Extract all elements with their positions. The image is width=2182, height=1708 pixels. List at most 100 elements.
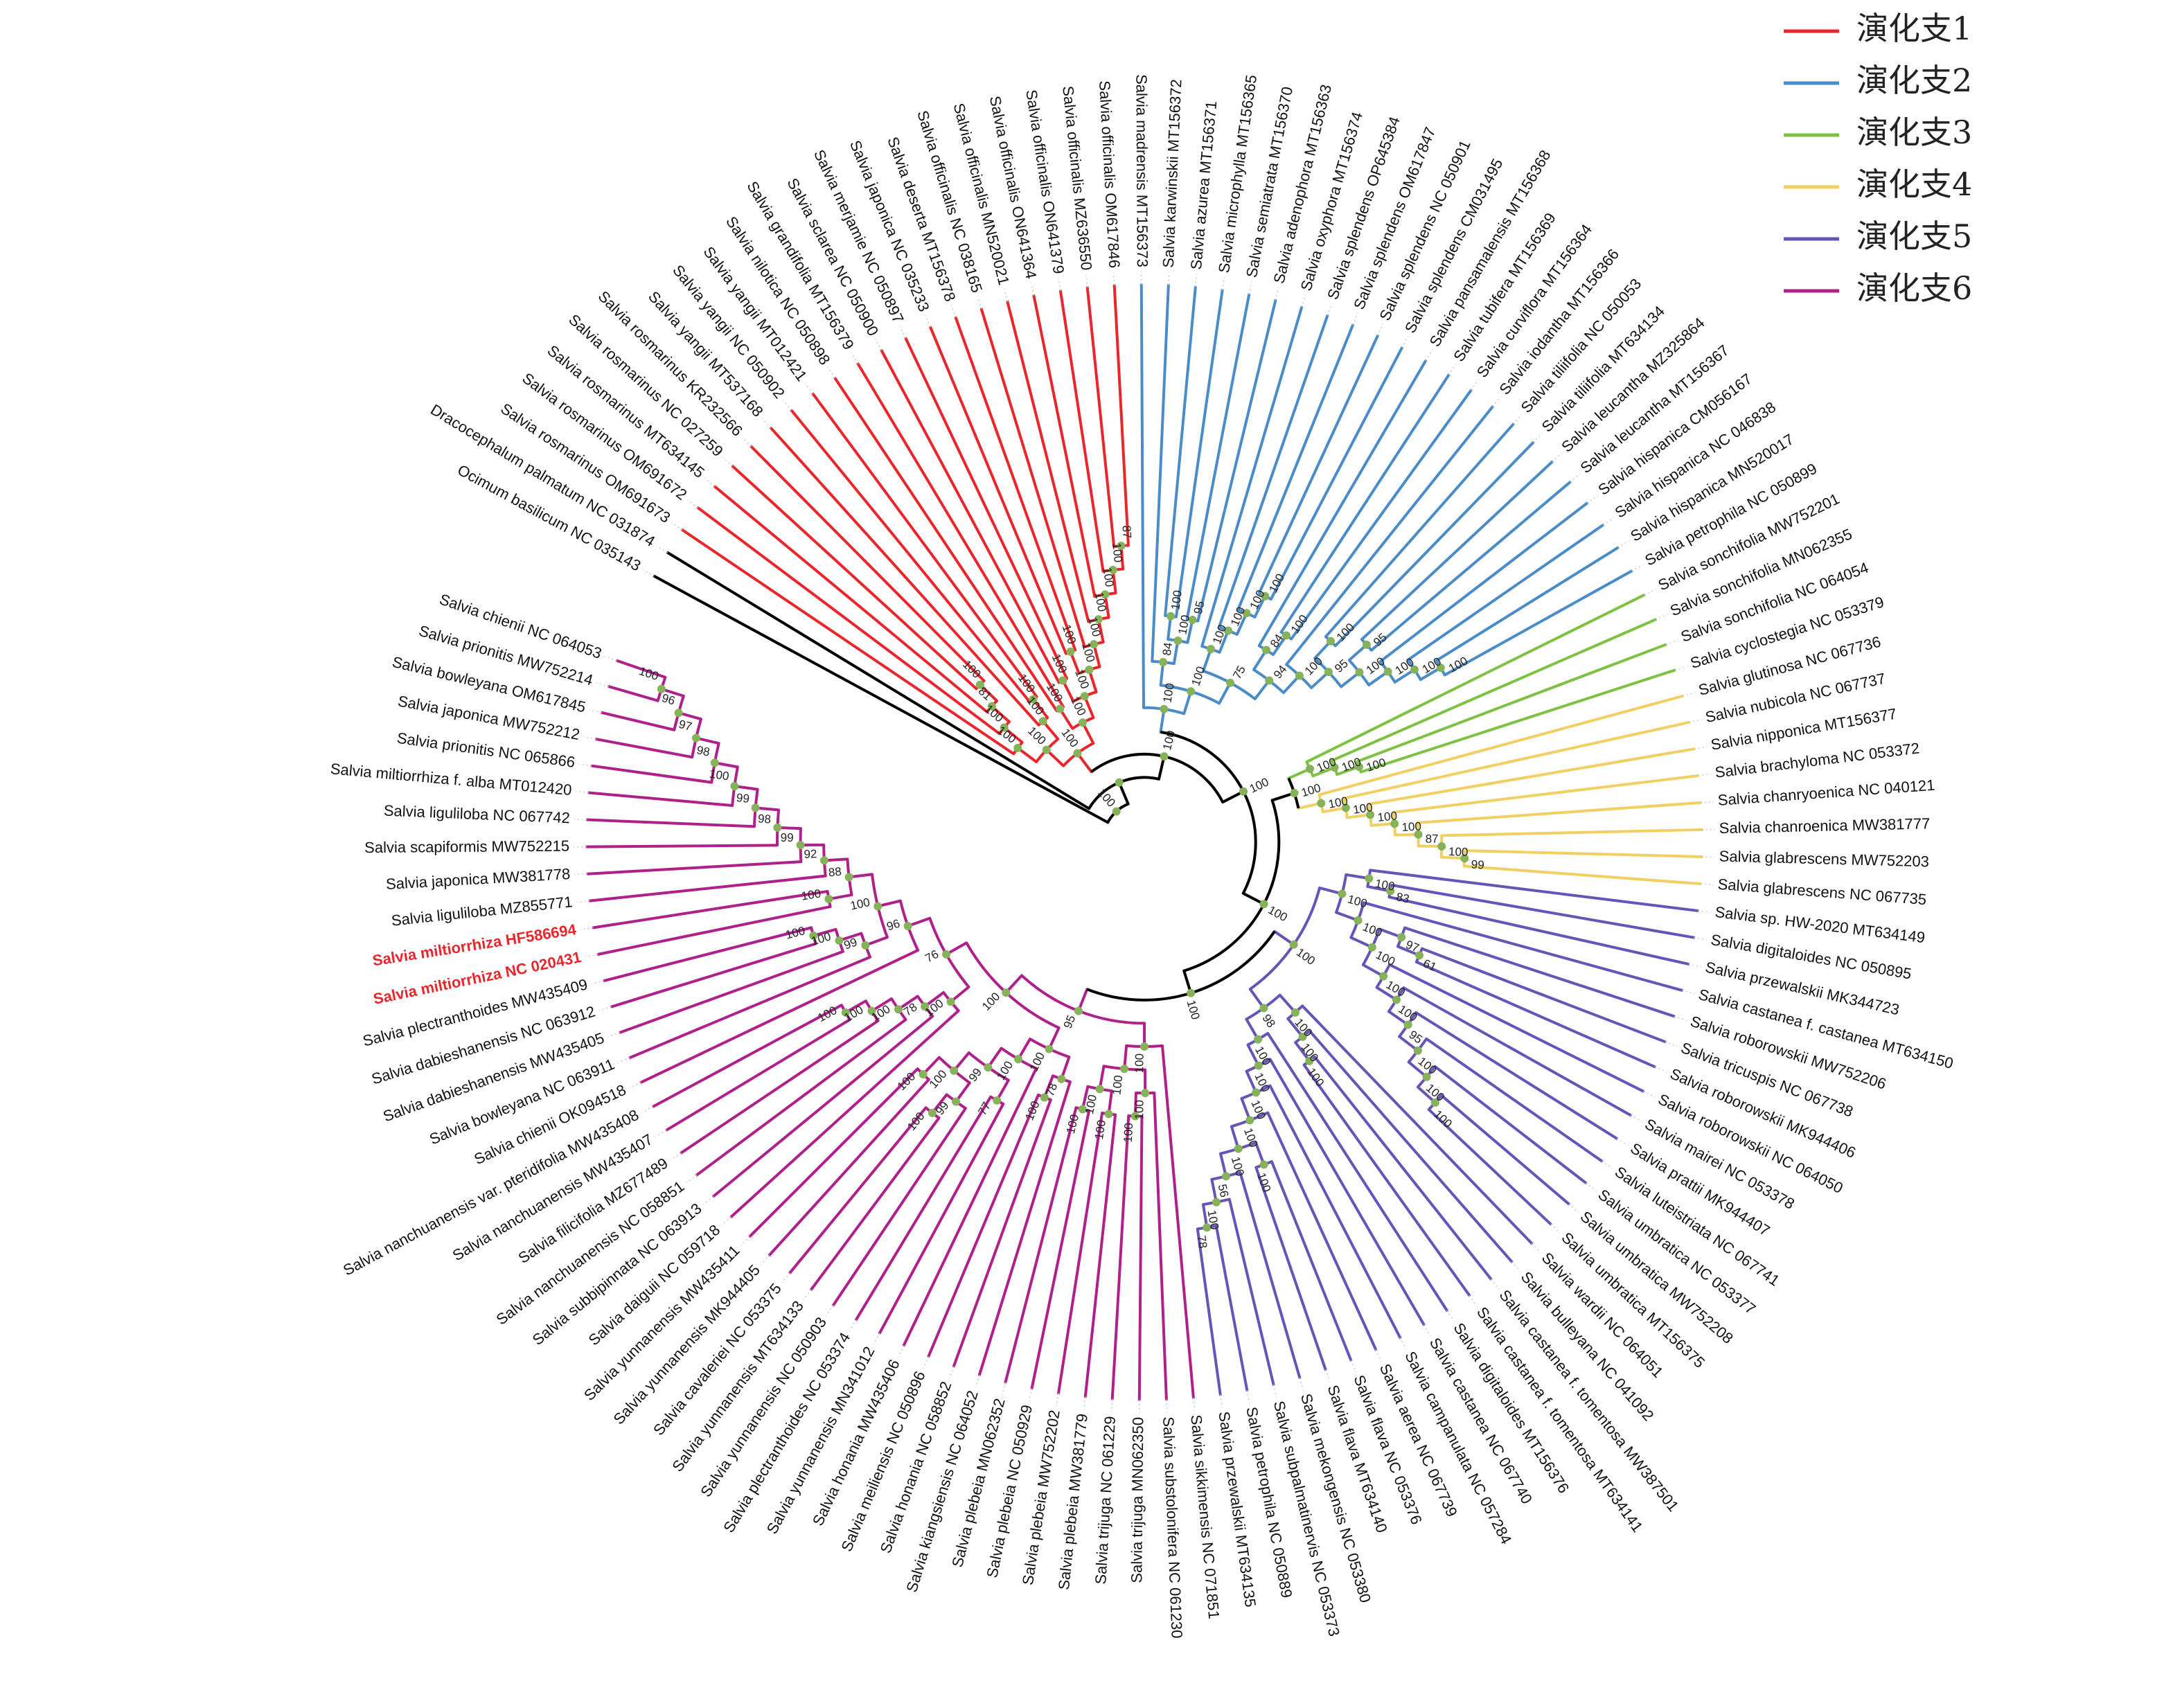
leaf-branch [788,1106,928,1274]
leaf-branch [1032,294,1097,598]
leaf-branch [1270,1160,1353,1362]
node-dot [1365,874,1374,883]
leaf-branch [1362,901,1684,992]
leaf-branch [810,1117,941,1291]
leaf-branch [1369,481,1572,652]
support-value: 100 [1121,1123,1135,1143]
leaf-label: Salvia scapiformis MW752215 [364,837,569,856]
leaf-branch [1239,1171,1302,1380]
node-dot [1341,803,1350,812]
node-dot [1290,788,1299,797]
leaf-branch [1214,1224,1249,1392]
leaf-branch [1369,869,1699,912]
leaf-branch [596,905,832,956]
node-dot [1367,943,1376,952]
node-dot [1239,787,1248,796]
node-dot [1261,646,1270,655]
leaf-branch [1427,1107,1552,1226]
node-dot [844,873,853,882]
leaf-branch [1266,1111,1378,1351]
node-dot [1120,1065,1129,1074]
leaf-branch [929,326,1067,655]
node-dot [1167,612,1176,621]
node-dot [1415,951,1424,960]
leaf-branch [1403,926,1676,1018]
leaf-branch [1392,774,1700,814]
leaf-branch [1360,460,1554,641]
node-dot [903,921,912,930]
support-value: 100 [1092,1119,1108,1141]
leaf-branch [1057,1111,1104,1395]
support-value: 100 [1160,682,1176,704]
node-dot [919,1070,928,1079]
node-dot [674,709,683,718]
node-dot [710,758,719,767]
leaf-branch [1318,695,1684,797]
support-value: 97 [677,718,693,733]
leaf-branch [927,1093,1040,1358]
node-dot [1095,1085,1104,1094]
leaf-branch [1356,643,1667,763]
branches [574,272,1715,1413]
node-dot [861,941,870,950]
support-value: 100 [1110,1075,1125,1096]
leaf-branch [1268,1058,1426,1326]
node-dot [751,803,760,812]
node-dot [1112,807,1121,816]
leaf-branch [1290,389,1473,641]
node-dot [1073,749,1082,758]
support-value: 100 [1352,801,1374,817]
node-dot [1281,631,1290,640]
leaf-branch [790,409,1031,704]
leaf-label: Salvia madrensis MT156373 [1133,74,1151,267]
node-dot [1159,657,1168,666]
leaf-branch [1139,283,1145,709]
support-value: 100 [1133,1053,1146,1074]
node-dot [1436,664,1445,673]
leaf-branch [749,445,986,682]
leaf-branch [878,1102,1005,1335]
leaf-branch [1200,305,1304,648]
node-dot [819,856,828,865]
node-dot [1317,799,1326,808]
leaf-branch [652,1004,843,1108]
leaf-branch [1279,373,1451,634]
leaf-branch [833,377,1058,713]
support-value: 87 [1120,525,1134,539]
support-value: 96 [885,917,902,934]
node-dot [1290,1008,1300,1017]
node-dot [1074,1006,1083,1015]
leaf-branch [1443,569,1633,677]
leaf-branch [1110,1114,1130,1400]
leaf-branch [1174,288,1224,619]
node-dot [1413,1046,1422,1055]
node-dot [984,1063,993,1072]
leaf-branch [954,316,1077,652]
node-dot [657,684,666,693]
leaf-branch [977,1080,1072,1376]
leaf-branch [601,711,676,731]
node-dot [1212,1198,1221,1207]
node-dot [1130,1112,1139,1121]
support-value: 100 [1374,877,1396,893]
support-value: 100 [1101,567,1117,588]
leaf-branch [1390,883,1696,939]
legend-label: 演化支5 [1856,217,1972,255]
node-dot [1104,1110,1113,1119]
node-dot [1221,1172,1230,1181]
leaf-branch [1153,1091,1168,1401]
leaf-branch [590,764,713,784]
leaf-branch [1160,1044,1195,1399]
node-dot [1057,1074,1066,1083]
node-dot [1354,763,1363,772]
leaf-branch [587,791,734,808]
leaf-branch [731,465,978,691]
support-value: 78 [1195,1234,1209,1249]
leaf-branch [607,685,659,702]
support-value: 87 [1426,833,1439,846]
leaf-branch [1083,1113,1117,1398]
leaf-branch [1330,618,1658,763]
support-value: 95 [1191,600,1207,616]
leaf-branch [1333,441,1535,648]
